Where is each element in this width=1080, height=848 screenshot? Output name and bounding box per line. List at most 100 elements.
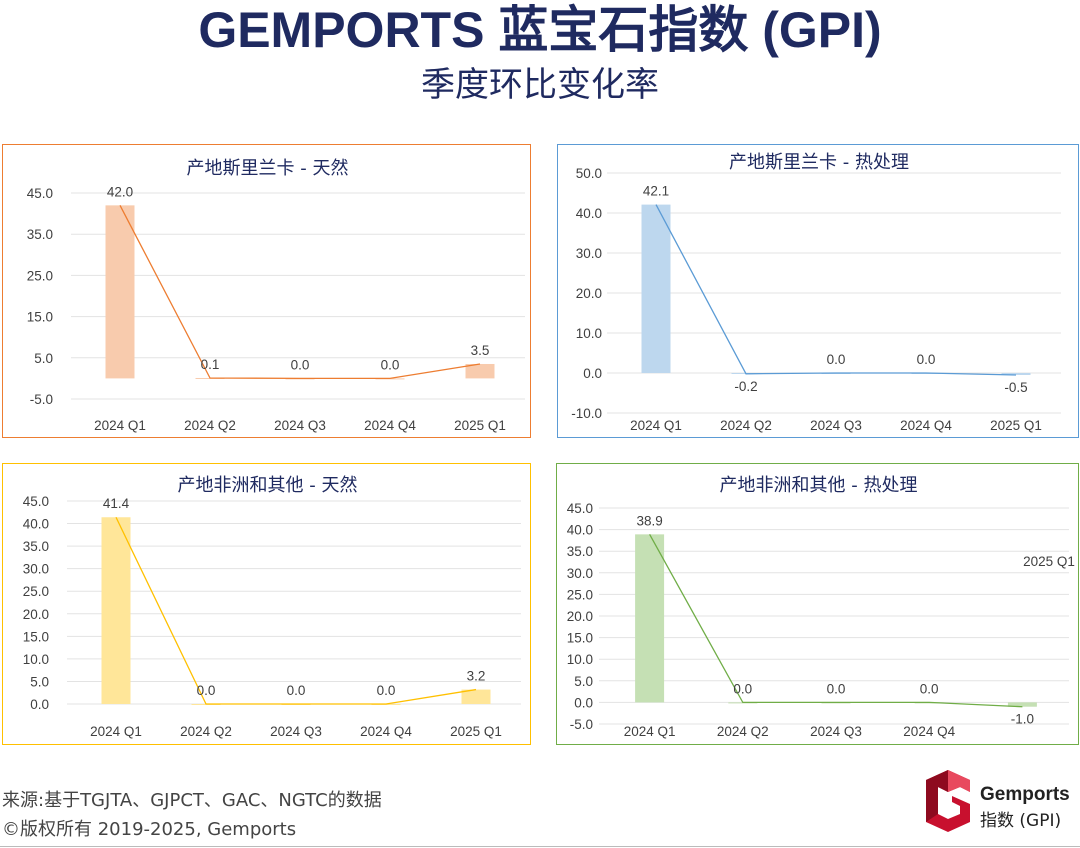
series-line bbox=[655, 204, 1017, 376]
y-tick-label: 20.0 bbox=[23, 607, 49, 622]
data-label: 0.0 bbox=[287, 683, 306, 698]
data-label: -0.5 bbox=[1004, 380, 1027, 395]
x-tick-label: 2025 Q1 bbox=[454, 418, 506, 433]
data-label: 41.4 bbox=[103, 496, 130, 511]
data-label: 0.0 bbox=[917, 352, 936, 367]
x-tick-label-floating: 2025 Q1 bbox=[1023, 554, 1075, 569]
y-tick-label: 5.0 bbox=[574, 674, 593, 689]
x-tick-label: 2024 Q2 bbox=[180, 724, 232, 739]
data-label: 0.0 bbox=[291, 357, 310, 372]
y-tick-label: 40.0 bbox=[567, 523, 593, 538]
x-tick-label: 2024 Q1 bbox=[624, 724, 676, 739]
data-label: 0.0 bbox=[827, 352, 846, 367]
x-tick-label: 2024 Q2 bbox=[717, 724, 769, 739]
x-tick-label: 2024 Q3 bbox=[274, 418, 326, 433]
bar bbox=[635, 534, 665, 703]
y-tick-label: 25.0 bbox=[27, 268, 53, 283]
y-tick-label: 10.0 bbox=[23, 652, 49, 667]
y-tick-label: 30.0 bbox=[567, 566, 593, 581]
x-tick-label: 2024 Q3 bbox=[270, 724, 322, 739]
y-tick-label: 15.0 bbox=[27, 310, 53, 325]
logo-subtitle: 指数 (GPI) bbox=[980, 811, 1062, 831]
x-tick-label: 2024 Q1 bbox=[630, 418, 682, 433]
y-tick-label: 40.0 bbox=[576, 206, 602, 221]
data-label: 0.0 bbox=[733, 681, 752, 696]
data-label: 3.5 bbox=[471, 343, 490, 358]
copyright-note: ©版权所有 2019-2025, Gemports bbox=[2, 819, 297, 840]
y-tick-label: 35.0 bbox=[27, 227, 53, 242]
data-label: 0.0 bbox=[827, 681, 846, 696]
y-tick-label: 20.0 bbox=[576, 286, 602, 301]
bar bbox=[641, 204, 671, 373]
bottom-divider bbox=[0, 846, 1080, 847]
data-label: 38.9 bbox=[636, 513, 662, 528]
y-tick-label: 35.0 bbox=[23, 539, 49, 554]
chart-svg: 产地斯里兰卡 - 热处理 -10.0 0.0 10.0 20.0 30.0 40.0 50.0… bbox=[571, 152, 1061, 433]
bar bbox=[1001, 373, 1031, 375]
y-tick-label: 40.0 bbox=[23, 517, 49, 532]
chart-svg: 产地非洲和其他 - 热处理 -5.0 0.0 5.0 10.0 15.0 20.0 25.0 3… bbox=[567, 475, 1075, 739]
y-tick-label: 20.0 bbox=[567, 609, 593, 624]
series-line bbox=[115, 516, 477, 705]
chart-panel-sri-lanka-natural: 产地斯里兰卡 - 天然 -5.0 5.0 15.0 25.0 35.0 45.0 42.0 0.… bbox=[2, 144, 531, 438]
chart-panel-africa-natural: 产地非洲和其他 - 天然 0.0 5.0 10.0 15.0 20.0 25.0 30.0 35… bbox=[2, 463, 531, 745]
x-tick-label: 2024 Q4 bbox=[903, 724, 955, 739]
data-label: 3.2 bbox=[467, 669, 486, 684]
y-tick-label: 0.0 bbox=[30, 697, 49, 712]
y-tick-label: 15.0 bbox=[567, 631, 593, 646]
data-label: 0.0 bbox=[377, 683, 396, 698]
x-tick-label: 2024 Q2 bbox=[720, 418, 772, 433]
page-title: GEMPORTS 蓝宝石指数 (GPI) bbox=[198, 2, 882, 58]
bar bbox=[101, 517, 131, 704]
data-label: 0.1 bbox=[201, 357, 220, 372]
bar bbox=[1007, 702, 1037, 707]
x-tick-label: 2024 Q3 bbox=[810, 418, 862, 433]
chart-panel-sri-lanka-heated: 产地斯里兰卡 - 热处理 -10.0 0.0 10.0 20.0 30.0 40.0 50.0… bbox=[557, 144, 1079, 438]
x-tick-label: 2024 Q3 bbox=[810, 724, 862, 739]
y-tick-label: -5.0 bbox=[570, 717, 593, 732]
x-tick-label: 2024 Q1 bbox=[90, 724, 142, 739]
chart-title: 产地斯里兰卡 - 热处理 bbox=[729, 152, 909, 173]
y-tick-label: 45.0 bbox=[27, 186, 53, 201]
data-label: -0.2 bbox=[734, 379, 757, 394]
series-line bbox=[119, 205, 481, 380]
x-tick-label: 2024 Q4 bbox=[364, 418, 416, 433]
y-tick-label: 0.0 bbox=[574, 695, 593, 710]
y-tick-label: 30.0 bbox=[576, 246, 602, 261]
bar bbox=[105, 205, 135, 379]
data-label: 0.0 bbox=[381, 357, 400, 372]
x-tick-label: 2025 Q1 bbox=[990, 418, 1042, 433]
chart-title: 产地非洲和其他 - 热处理 bbox=[720, 475, 918, 496]
bar bbox=[465, 363, 495, 379]
x-tick-label: 2024 Q1 bbox=[94, 418, 146, 433]
data-label: 0.0 bbox=[920, 681, 939, 696]
x-tick-label: 2024 Q4 bbox=[900, 418, 952, 433]
y-tick-label: 25.0 bbox=[567, 587, 593, 602]
series-line bbox=[649, 534, 1023, 708]
y-tick-label: 30.0 bbox=[23, 562, 49, 577]
logo-name: Gemports bbox=[980, 784, 1070, 805]
y-tick-label: 50.0 bbox=[576, 166, 602, 181]
x-tick-label: 2024 Q2 bbox=[184, 418, 236, 433]
y-tick-label: 10.0 bbox=[567, 652, 593, 667]
y-tick-label: 25.0 bbox=[23, 584, 49, 599]
bar bbox=[461, 689, 491, 704]
y-tick-label: 10.0 bbox=[576, 326, 602, 341]
gemports-g-logo-icon bbox=[926, 770, 970, 832]
y-tick-label: 0.0 bbox=[583, 366, 602, 381]
chart-title: 产地斯里兰卡 - 天然 bbox=[187, 158, 349, 179]
chart-svg: 产地斯里兰卡 - 天然 -5.0 5.0 15.0 25.0 35.0 45.0 42.0 0.… bbox=[27, 158, 525, 433]
data-label: 42.1 bbox=[643, 184, 669, 199]
y-tick-label: -10.0 bbox=[571, 406, 602, 421]
y-tick-label: 15.0 bbox=[23, 629, 49, 644]
y-tick-label: 45.0 bbox=[23, 494, 49, 509]
source-note: 来源:基于TGJTA、GJPCT、GAC、NGTC的数据 bbox=[2, 790, 382, 811]
y-tick-label: -5.0 bbox=[30, 392, 53, 407]
y-tick-label: 45.0 bbox=[567, 501, 593, 516]
x-tick-label: 2025 Q1 bbox=[450, 724, 502, 739]
chart-title: 产地非洲和其他 - 天然 bbox=[178, 475, 358, 496]
chart-svg: 产地非洲和其他 - 天然 0.0 5.0 10.0 15.0 20.0 25.0 30.0 35… bbox=[23, 475, 521, 739]
data-label: 42.0 bbox=[107, 184, 133, 199]
y-tick-label: 35.0 bbox=[567, 544, 593, 559]
x-tick-label: 2024 Q4 bbox=[360, 724, 412, 739]
